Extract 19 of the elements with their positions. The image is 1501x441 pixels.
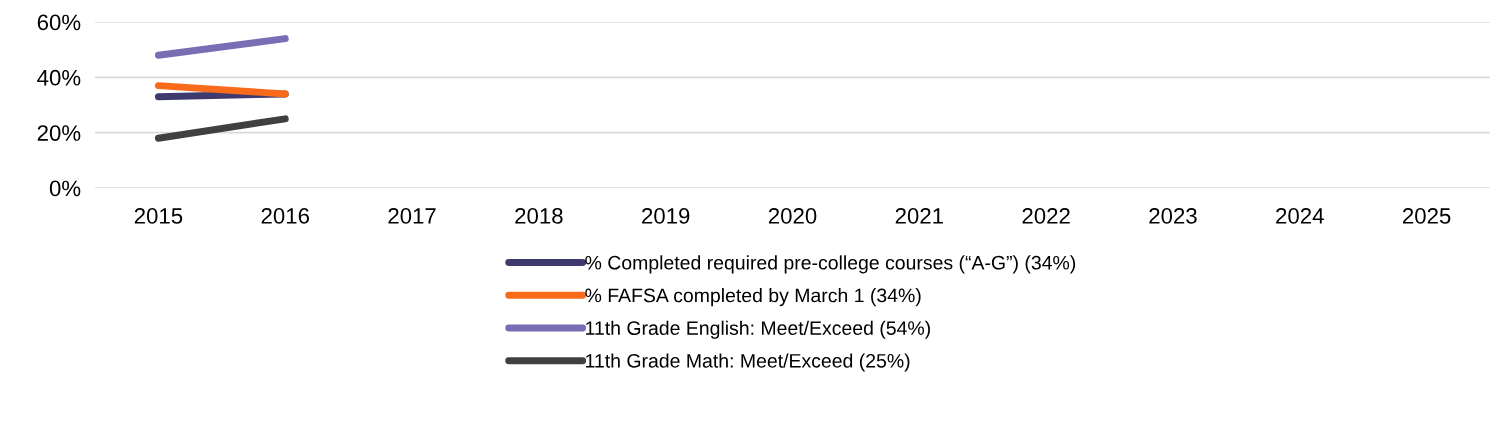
- x-tick-label: 2020: [768, 208, 817, 224]
- x-tick-label: 2023: [1149, 208, 1197, 224]
- x-tick-label: 2025: [1402, 208, 1451, 224]
- y-tick-label: 20%: [37, 125, 81, 141]
- x-tick-label: 2018: [515, 208, 563, 224]
- y-tick-label: 40%: [37, 69, 81, 86]
- x-tick-label: 2015: [134, 208, 183, 224]
- legend-label: 11th Grade English: Meet/Exceed (54%): [586, 320, 930, 339]
- x-tick-label: 2019: [642, 208, 690, 224]
- x-tick-label: 2021: [895, 208, 943, 224]
- x-tick-label: 2017: [388, 208, 436, 224]
- x-tick-label: 2024: [1276, 208, 1324, 224]
- y-tick-label: 60%: [37, 14, 81, 31]
- legend-label: % Completed required pre-college courses (“A-G”) (34%): [585, 255, 1076, 274]
- legend-label: % FAFSA completed by March 1 (34%): [585, 288, 921, 307]
- legend-label: 11th Grade Math: Meet/Exceed (25%): [586, 353, 910, 372]
- y-tick-label: 0%: [49, 180, 81, 197]
- x-tick-label: 2016: [261, 208, 309, 224]
- x-tick-label: 2022: [1022, 208, 1070, 224]
